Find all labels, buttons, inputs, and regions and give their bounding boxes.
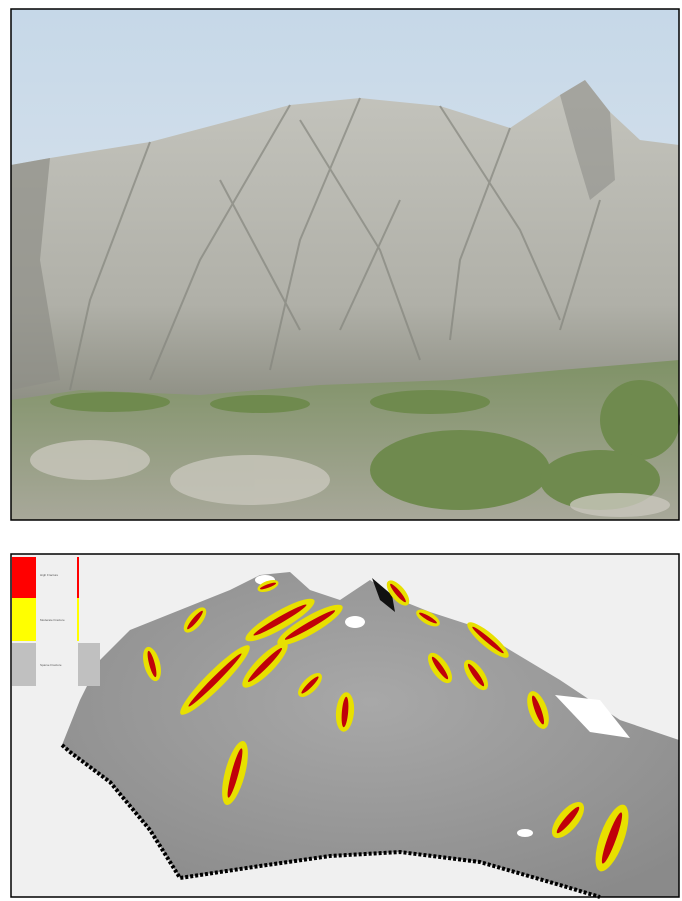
- figure: High Fracture Moderate Fracture Sparse F…: [0, 0, 682, 901]
- legend-swatch: [12, 598, 36, 641]
- legend-label: Sparse Fracture: [40, 663, 62, 667]
- page: High Fracture Moderate Fracture Sparse F…: [0, 0, 682, 901]
- fracture-model: [11, 554, 679, 897]
- legend-swatch: [12, 643, 36, 686]
- legend-label: Moderate Fracture: [40, 618, 65, 622]
- mountain-photo: [11, 9, 680, 520]
- legend-swatch: [12, 557, 36, 598]
- legend-label: High Fracture: [40, 573, 59, 577]
